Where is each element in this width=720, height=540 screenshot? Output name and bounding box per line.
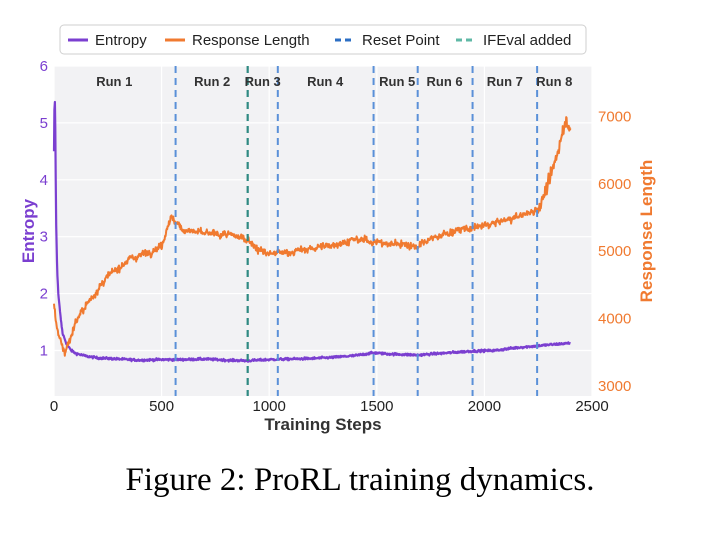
y-left-tick-label: 2: [40, 286, 48, 303]
x-tick-label: 2500: [575, 398, 608, 415]
y-right-tick-label: 4000: [598, 311, 631, 328]
x-tick-label: 1500: [360, 398, 393, 415]
run-label: Run 1: [96, 74, 132, 89]
y-left-tick-label: 1: [40, 342, 48, 359]
chart-svg: Run 1 Run 2 Run 3 Run 4 Run 5 Run 6 Run 7 Run 8…: [19, 24, 656, 434]
chart-figure: Run 1 Run 2 Run 3 Run 4 Run 5 Run 6 Run 7 Run 8…: [19, 24, 656, 434]
run-label: Run 8: [536, 74, 572, 89]
y-right-tick-label: 3000: [598, 378, 631, 395]
run-label: Run 6: [427, 74, 463, 89]
run-label: Run 2: [194, 74, 230, 89]
run-label: Run 7: [487, 74, 523, 89]
y-right-tick-label: 7000: [598, 109, 631, 126]
run-label: Run 3: [245, 74, 281, 89]
plot-background: [54, 66, 592, 396]
y-left-tick-label: 3: [40, 229, 48, 246]
x-tick-label: 1000: [253, 398, 286, 415]
x-axis-label: Training Steps: [264, 415, 381, 434]
legend-box: [59, 24, 587, 55]
y-right-tick-label: 5000: [598, 243, 631, 260]
entropy-series-line: [52, 100, 572, 363]
y-right-tick-label: 6000: [598, 176, 631, 193]
y-left-tick-label: 6: [40, 58, 48, 75]
legend-label: IFEval added: [483, 32, 571, 49]
x-tick-label: 2000: [468, 398, 501, 415]
y-right-axis-label: Response Length: [637, 160, 656, 303]
run-label: Run 4: [307, 74, 344, 89]
run-label: Run 5: [379, 74, 415, 89]
legend-label: Response Length: [192, 32, 310, 49]
response-length-series-line: [53, 116, 572, 357]
x-tick-label: 0: [50, 398, 58, 415]
y-left-tick-label: 5: [40, 115, 48, 132]
y-left-axis-label: Entropy: [19, 198, 38, 263]
x-tick-label: 500: [149, 398, 174, 415]
legend-label: Reset Point: [362, 32, 440, 49]
legend-label: Entropy: [95, 32, 147, 49]
y-left-tick-label: 4: [40, 172, 48, 189]
figure-caption: Figure 2: ProRL training dynamics.: [125, 462, 595, 498]
